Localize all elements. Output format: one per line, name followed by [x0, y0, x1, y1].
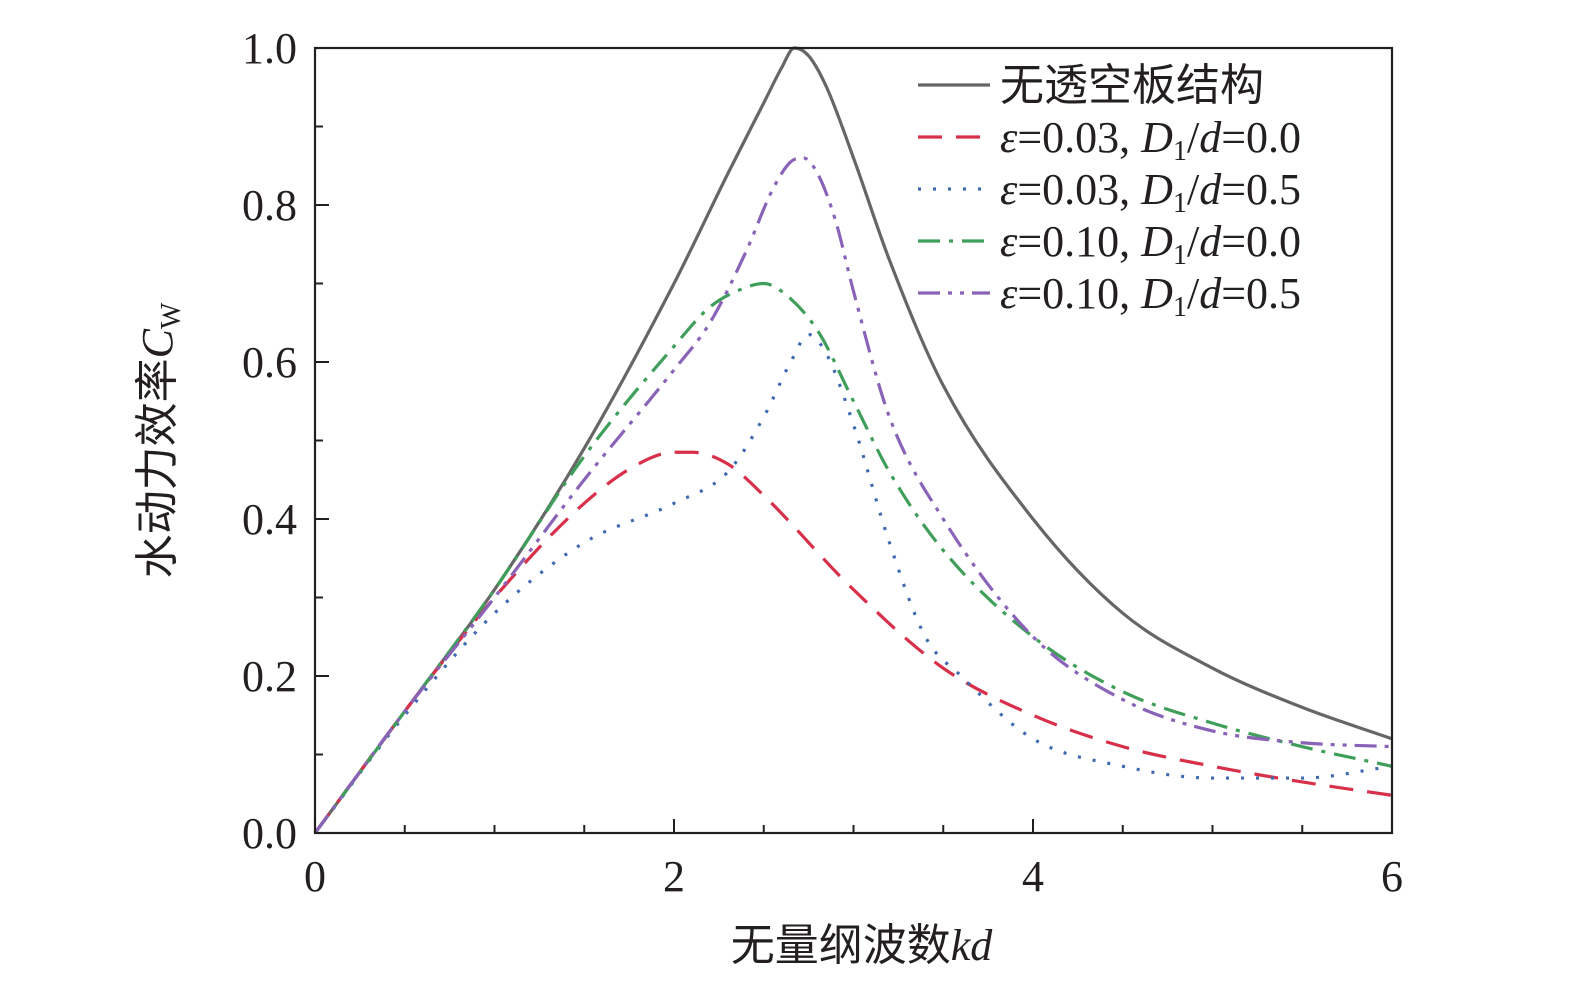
legend-label-text: 无透空板结构 [1000, 60, 1264, 111]
legend-ratio-value: =0.5 [1221, 269, 1301, 318]
legend-D-subscript: 1 [1173, 136, 1187, 167]
x-tick-label: 2 [663, 852, 685, 901]
legend-D: D [1140, 113, 1173, 162]
y-axis-title-symbol: C [133, 328, 182, 358]
y-tick-label: 0.8 [242, 181, 297, 230]
legend-epsilon-value: =0.10, [1017, 269, 1141, 318]
legend-D-subscript: 1 [1173, 292, 1187, 323]
series-line-1 [313, 46, 1393, 834]
legend-D: D [1140, 269, 1173, 318]
legend-label-5: ε=0.10, D1/d=0.5 [1000, 269, 1301, 323]
x-axis-title: 无量纲波数kd [731, 920, 994, 971]
legend-slash: / [1187, 113, 1200, 162]
legend-slash: / [1187, 165, 1200, 214]
legend-D: D [1140, 165, 1173, 214]
x-axis-title-symbol: kd [951, 921, 994, 970]
legend-slash: / [1187, 217, 1200, 266]
legend-epsilon-value: =0.03, [1017, 165, 1141, 214]
y-tick-label: 0.2 [242, 652, 297, 701]
axes-layer: 0 2 4 6 0.0 0.2 0.4 0.6 0.8 1.0 [242, 24, 1403, 901]
series-line-2 [313, 450, 1393, 834]
legend-epsilon: ε [1000, 113, 1018, 162]
series-line-4 [313, 281, 1393, 834]
legend-D: D [1140, 217, 1173, 266]
x-tick-label: 4 [1022, 852, 1044, 901]
legend-d: d [1199, 113, 1222, 162]
legend-d: d [1199, 165, 1222, 214]
legend-ratio-value: =0.0 [1221, 113, 1301, 162]
legend-label-3: ε=0.03, D1/d=0.5 [1000, 165, 1301, 219]
legend-ratio-value: =0.5 [1221, 165, 1301, 214]
legend-epsilon: ε [1000, 217, 1018, 266]
legend-D-subscript: 1 [1173, 240, 1187, 271]
legend-label-4: ε=0.10, D1/d=0.0 [1000, 217, 1301, 271]
y-tick-label: 0.6 [242, 338, 297, 387]
legend-epsilon: ε [1000, 165, 1018, 214]
legend-D-subscript: 1 [1173, 188, 1187, 219]
legend-slash: / [1187, 269, 1200, 318]
legend-d: d [1199, 217, 1222, 266]
y-tick-label: 0.4 [242, 495, 297, 544]
series-line-3 [313, 332, 1393, 834]
x-tick-label: 0 [304, 852, 326, 901]
legend-d: d [1199, 269, 1222, 318]
legend-epsilon-value: =0.03, [1017, 113, 1141, 162]
legend-ratio-value: =0.0 [1221, 217, 1301, 266]
y-axis-title-subscript: W [156, 302, 187, 329]
y-axis-title-text: 水动力效率 [132, 358, 183, 578]
legend-epsilon: ε [1000, 269, 1018, 318]
x-tick-label: 6 [1381, 852, 1403, 901]
series-line-5 [313, 156, 1393, 834]
legend-epsilon-value: =0.10, [1017, 217, 1141, 266]
y-tick-label: 0.0 [242, 809, 297, 858]
axis-titles: 无量纲波数kd 水动力效率CW [132, 302, 993, 971]
y-tick-label: 1.0 [242, 24, 297, 73]
x-axis-title-text: 无量纲波数 [731, 920, 951, 971]
legend-label-2: ε=0.03, D1/d=0.0 [1000, 113, 1301, 167]
series-layer [313, 46, 1393, 834]
legend-label-1: 无透空板结构 [1000, 60, 1264, 111]
y-axis-title: 水动力效率CW [132, 302, 187, 578]
